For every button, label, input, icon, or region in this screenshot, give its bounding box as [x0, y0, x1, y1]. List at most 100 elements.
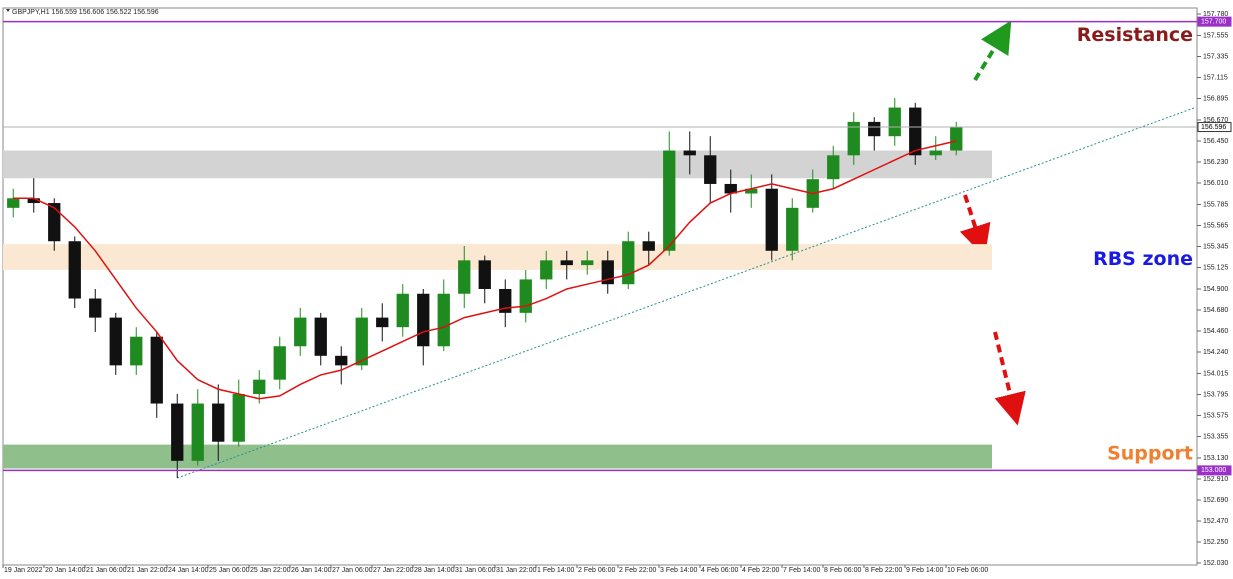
candle-body — [704, 155, 717, 184]
candle-body — [909, 107, 922, 156]
y-tick-label: 154.015 — [1203, 370, 1228, 377]
y-tick-label: 156.670 — [1203, 117, 1228, 124]
x-tick-label: 8 Feb 22:00 — [865, 567, 902, 574]
candle-body — [355, 317, 368, 366]
x-tick-label: 27 Jan 22:00 — [373, 567, 414, 574]
y-tick-label: 152.470 — [1203, 518, 1228, 525]
candle-body — [683, 150, 696, 156]
y-tick-label: 153.130 — [1203, 455, 1228, 462]
candle-body — [663, 150, 676, 251]
candle-body — [335, 355, 348, 366]
y-tick-label: 152.250 — [1203, 539, 1228, 546]
y-tick-label: 154.680 — [1203, 307, 1228, 314]
candle-body — [478, 260, 491, 289]
zone — [3, 444, 992, 469]
level-label: 157.700 — [1201, 18, 1226, 25]
annotation: Resistance — [1077, 24, 1193, 46]
candle-body — [622, 241, 635, 285]
y-tick-label: 155.345 — [1203, 243, 1228, 250]
level-label: 156.596 — [1201, 124, 1226, 131]
x-tick-label: 8 Feb 06:00 — [824, 567, 861, 574]
x-tick-label: 1 Feb 14:00 — [537, 567, 574, 574]
candle-body — [191, 403, 204, 461]
candle-body — [847, 121, 860, 156]
arrow-up — [973, 20, 1012, 82]
candle-body — [273, 346, 286, 380]
y-tick-label: 155.125 — [1203, 264, 1228, 271]
candle-body — [376, 317, 389, 328]
x-tick-label: 26 Jan 14:00 — [291, 567, 332, 574]
candle-body — [89, 298, 102, 318]
y-tick-label: 156.450 — [1203, 138, 1228, 145]
candle-body — [540, 260, 553, 280]
candle-body — [560, 260, 573, 266]
candle-body — [868, 121, 881, 137]
candle-body — [581, 260, 594, 266]
moving-average — [13, 140, 957, 400]
candle-body — [150, 336, 163, 404]
y-tick-label: 153.575 — [1203, 412, 1228, 419]
plot-frame — [2, 7, 1198, 566]
candle-body — [437, 293, 450, 347]
x-tick-label: 4 Feb 22:00 — [742, 567, 779, 574]
candle-body — [48, 203, 61, 242]
y-tick-label: 152.030 — [1203, 560, 1228, 567]
candle-body — [786, 207, 799, 251]
candle-body — [232, 394, 245, 442]
y-tick-label: 152.910 — [1203, 476, 1228, 483]
candle-body — [130, 336, 143, 366]
x-tick-label: 4 Feb 06:00 — [701, 567, 738, 574]
candle-body — [253, 379, 266, 395]
annotation: Support — [1107, 443, 1193, 465]
y-tick-label: 157.115 — [1203, 74, 1228, 81]
y-tick-label: 157.555 — [1203, 32, 1228, 39]
candle-body — [396, 293, 409, 328]
candle-body — [765, 188, 778, 251]
candle-body — [7, 198, 20, 208]
x-tick-label: 19 Jan 2022 — [4, 567, 43, 574]
y-tick-label: 153.355 — [1203, 433, 1228, 440]
x-tick-label: 24 Jan 14:00 — [168, 567, 209, 574]
x-tick-label: 3 Feb 14:00 — [660, 567, 697, 574]
y-tick-label: 156.895 — [1203, 95, 1228, 102]
candle-body — [642, 241, 655, 251]
level-label-box — [1197, 122, 1232, 133]
zone — [3, 150, 992, 179]
y-tick-label: 154.240 — [1203, 349, 1228, 356]
x-tick-label: 31 Jan 22:00 — [496, 567, 537, 574]
x-tick-label: 27 Jan 06:00 — [332, 567, 373, 574]
candle-body — [827, 155, 840, 180]
x-tick-label: 2 Feb 06:00 — [578, 567, 615, 574]
x-tick-label: 10 Feb 06:00 — [947, 567, 988, 574]
y-tick-label: 152.690 — [1203, 497, 1228, 504]
level-label: 153.000 — [1201, 467, 1226, 474]
x-tick-label: 21 Jan 06:00 — [86, 567, 127, 574]
annotation: RBS zone — [1093, 248, 1193, 270]
arrow-down — [993, 331, 1026, 426]
candle-body — [68, 241, 81, 299]
candle-body — [27, 198, 40, 204]
candle-body — [888, 107, 901, 137]
candle-body — [417, 293, 430, 347]
x-tick-label: 20 Jan 14:00 — [45, 567, 86, 574]
y-tick-label: 154.900 — [1203, 286, 1228, 293]
candle-body — [950, 126, 963, 151]
x-tick-label: 7 Feb 14:00 — [783, 567, 820, 574]
candle-body — [519, 279, 532, 313]
y-tick-label: 153.795 — [1203, 391, 1228, 398]
header: GBPJPY,H1 156.559 156.606 156.522 156.59… — [12, 9, 159, 16]
x-tick-label: 25 Jan 22:00 — [250, 567, 291, 574]
candle-body — [294, 317, 307, 347]
y-tick-label: 156.010 — [1203, 180, 1228, 187]
y-tick-label: 154.460 — [1203, 328, 1228, 335]
candle-body — [109, 317, 122, 366]
level-label-box — [1197, 465, 1232, 476]
y-tick-label: 156.230 — [1203, 159, 1228, 166]
x-tick-label: 2 Feb 22:00 — [619, 567, 656, 574]
x-tick-label: 31 Jan 06:00 — [455, 567, 496, 574]
arrow-down — [959, 194, 991, 258]
x-tick-label: 25 Jan 06:00 — [209, 567, 250, 574]
x-tick-label: 21 Jan 22:00 — [127, 567, 168, 574]
level-label-box — [1197, 16, 1232, 27]
